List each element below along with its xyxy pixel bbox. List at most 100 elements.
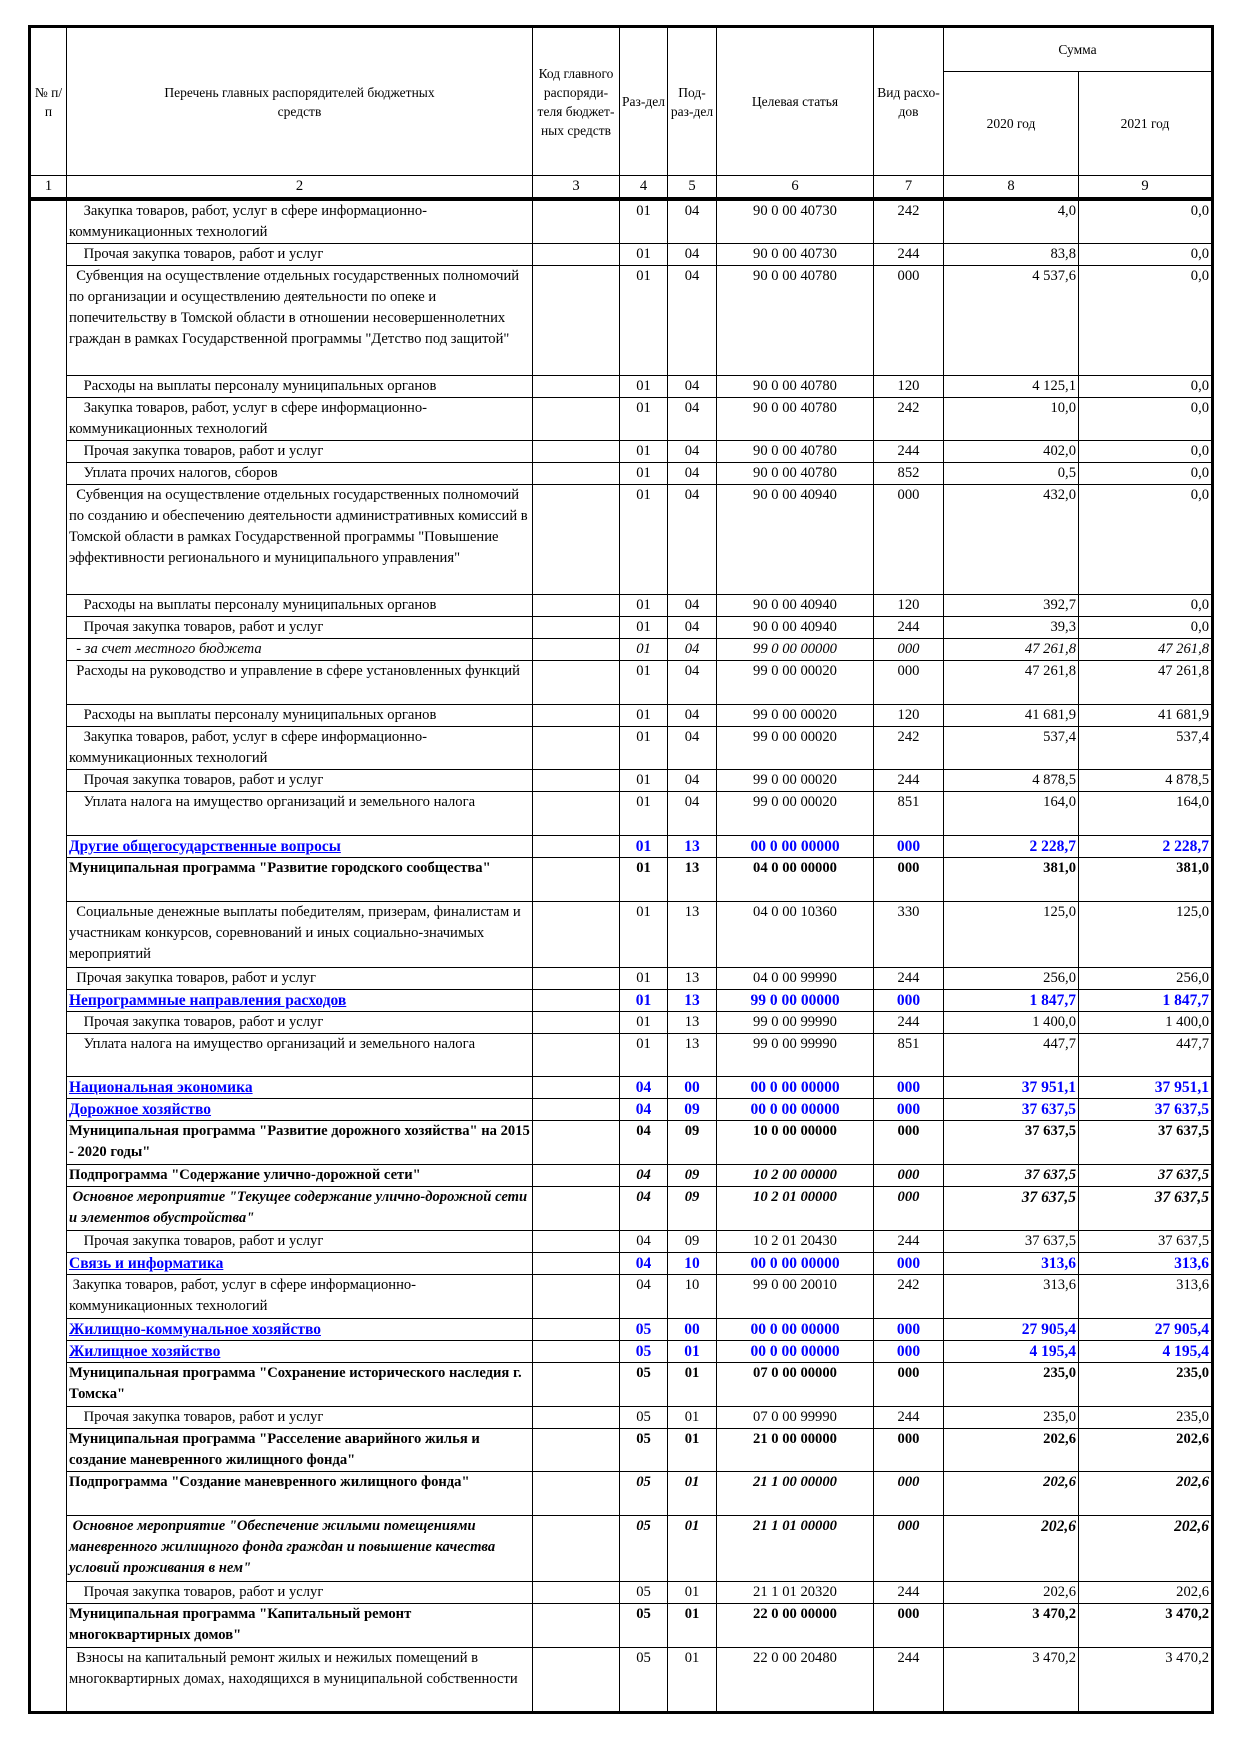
- target-article-cell: 00 0 00 00000: [716, 1252, 874, 1276]
- table-row: Субвенция на осуществление отдельных гос…: [28, 265, 1214, 376]
- description-cell: Уплата налога на имущество организаций и…: [66, 791, 533, 837]
- manager-code-cell: [532, 1405, 620, 1429]
- section-cell: 01: [619, 988, 668, 1012]
- subsection-cell: 01: [667, 1580, 717, 1604]
- expense-type-cell: 000: [873, 659, 944, 705]
- subsection-cell: 13: [667, 988, 717, 1012]
- row-number-cell: [28, 1076, 67, 1099]
- target-article-cell: 00 0 00 00000: [716, 1339, 874, 1363]
- header-main-manager-code: Код главного распоряди-теля бюджет-ных с…: [532, 26, 620, 176]
- sum-2020-cell: 4 537,6: [943, 265, 1079, 376]
- row-number-cell: [28, 857, 67, 902]
- sum-2021-cell: 313,6: [1077, 1274, 1214, 1319]
- manager-code-cell: [532, 1164, 620, 1188]
- sum-2021-cell: 256,0: [1077, 966, 1214, 990]
- column-number: 8: [943, 175, 1079, 201]
- manager-code-cell: [532, 1120, 620, 1166]
- target-article-cell: 99 0 00 00000: [716, 637, 874, 661]
- description-cell: Жилищное хозяйство: [66, 1339, 533, 1363]
- header-target-article: Целевая статья: [716, 26, 874, 176]
- subsection-cell: 04: [667, 243, 717, 266]
- target-article-cell: 10 2 01 20430: [716, 1230, 874, 1254]
- row-number-cell: [28, 704, 67, 727]
- sum-2021-cell: 47 261,8: [1077, 659, 1214, 705]
- table-row: Уплата налога на имущество организаций и…: [28, 1032, 1214, 1078]
- row-number-cell: [28, 243, 67, 266]
- sum-2020-cell: 447,7: [943, 1032, 1079, 1078]
- manager-code-cell: [532, 835, 620, 859]
- expense-type-cell: 330: [873, 900, 944, 968]
- description-cell: Закупка товаров, работ, услуг в сфере ин…: [66, 198, 533, 244]
- target-article-cell: 04 0 00 10360: [716, 900, 874, 968]
- row-number-cell: [28, 1340, 67, 1363]
- expense-type-cell: 000: [873, 835, 944, 859]
- sum-2021-cell: 0,0: [1077, 374, 1214, 398]
- sum-2020-cell: 125,0: [943, 900, 1079, 968]
- table-row: Прочая закупка товаров, работ и услуг 01 0…: [28, 440, 1214, 464]
- row-number-cell: [28, 901, 67, 968]
- row-number-cell: [28, 791, 67, 836]
- section-cell: 01: [619, 593, 668, 617]
- subsection-cell: 04: [667, 396, 717, 442]
- subsection-cell: 10: [667, 1252, 717, 1276]
- subsection-cell: 01: [667, 1515, 717, 1582]
- subsection-cell: 04: [667, 725, 717, 771]
- description-cell: Подпрограмма "Создание маневренного жили…: [66, 1471, 533, 1517]
- subsection-cell: 01: [667, 1405, 717, 1429]
- section-cell: 04: [619, 1274, 668, 1319]
- section-cell: 04: [619, 1120, 668, 1166]
- sum-2021-cell: 4 195,4: [1077, 1339, 1214, 1363]
- header-2021: 2021 год: [1077, 71, 1214, 176]
- section-cell: 04: [619, 1252, 668, 1276]
- subsection-cell: 04: [667, 198, 717, 244]
- sum-2020-cell: 4,0: [943, 198, 1079, 244]
- expense-type-cell: 000: [873, 265, 944, 376]
- subsection-cell: 04: [667, 791, 717, 837]
- expense-type-cell: 000: [873, 484, 944, 595]
- target-article-cell: 10 0 00 00000: [716, 1120, 874, 1166]
- target-article-cell: 90 0 00 40940: [716, 615, 874, 639]
- description-cell: Расходы на выплаты персоналу муниципальн…: [66, 593, 533, 617]
- sum-2021-cell: 41 681,9: [1077, 703, 1214, 727]
- sum-2021-cell: 4 878,5: [1077, 769, 1214, 793]
- section-cell: 01: [619, 725, 668, 771]
- expense-type-cell: 244: [873, 440, 944, 464]
- manager-code-cell: [532, 725, 620, 771]
- sum-2021-cell: 0,0: [1077, 198, 1214, 244]
- manager-code-cell: [532, 1186, 620, 1232]
- expense-type-cell: 000: [873, 1317, 944, 1341]
- target-article-cell: 22 0 00 00000: [716, 1602, 874, 1648]
- sum-2021-cell: 0,0: [1077, 615, 1214, 639]
- expense-type-cell: 120: [873, 593, 944, 617]
- manager-code-cell: [532, 1098, 620, 1122]
- table-row: Прочая закупка товаров, работ и услуг 01 1…: [28, 1010, 1214, 1034]
- sum-2020-cell: 202,6: [943, 1515, 1079, 1582]
- column-number: 9: [1077, 175, 1214, 201]
- table-row: Расходы на выплаты персоналу муниципальн…: [28, 374, 1214, 398]
- sum-2021-cell: 3 470,2: [1077, 1646, 1214, 1714]
- description-cell: Закупка товаров, работ, услуг в сфере ин…: [66, 396, 533, 442]
- description-cell: Муниципальная программа "Сохранение исто…: [66, 1361, 533, 1407]
- sum-2020-cell: 1 400,0: [943, 1010, 1079, 1034]
- expense-type-cell: 000: [873, 637, 944, 661]
- subsection-cell: 01: [667, 1646, 717, 1714]
- section-cell: 01: [619, 1010, 668, 1034]
- description-cell: Взносы на капитальный ремонт жилых и неж…: [66, 1646, 533, 1714]
- subsection-cell: 13: [667, 900, 717, 968]
- sum-2020-cell: 41 681,9: [943, 703, 1079, 727]
- sum-2020-cell: 235,0: [943, 1405, 1079, 1429]
- manager-code-cell: [532, 1274, 620, 1319]
- section-cell: 01: [619, 659, 668, 705]
- description-cell: Основное мероприятие "Обеспечение жилыми…: [66, 1515, 533, 1582]
- description-cell: Муниципальная программа "Развитие дорожн…: [66, 1120, 533, 1166]
- description-cell: Жилищно-коммунальное хозяйство: [66, 1317, 533, 1341]
- table-row: Подпрограмма "Создание маневренного жили…: [28, 1471, 1214, 1517]
- table-row: Закупка товаров, работ, услуг в сфере ин…: [28, 725, 1214, 771]
- manager-code-cell: [532, 659, 620, 705]
- row-number-cell: [28, 1274, 67, 1319]
- section-cell: 01: [619, 374, 668, 398]
- section-cell: 05: [619, 1471, 668, 1517]
- sum-2021-cell: 537,4: [1077, 725, 1214, 771]
- table-row: Другие общегосударственные вопросы 01 13 00…: [28, 835, 1214, 859]
- subsection-cell: 04: [667, 703, 717, 727]
